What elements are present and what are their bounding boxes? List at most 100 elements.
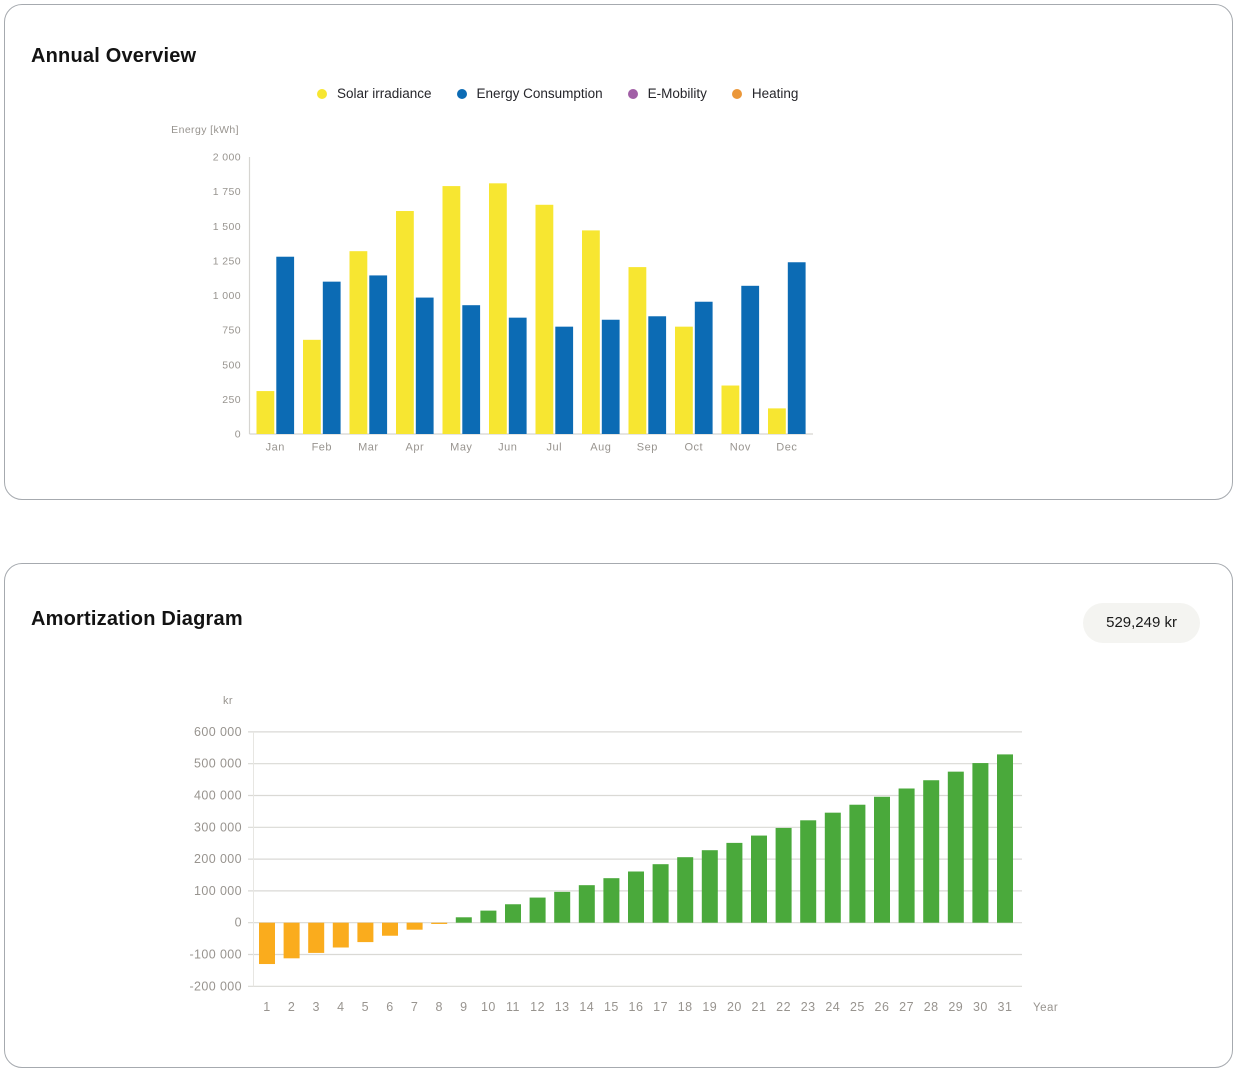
x-axis-tick-label: 29 [948,1000,963,1014]
bar-year-5[interactable] [357,922,374,943]
legend-item-solar-irradiance[interactable]: Solar irradiance [317,86,432,101]
bar-year-18[interactable] [677,857,694,923]
y-axis-title: kr [223,695,233,707]
x-axis-tick-label: Jan [266,442,285,454]
bar-year-7[interactable] [406,922,423,930]
bar-solar-apr[interactable] [396,211,414,434]
bar-consumption-dec[interactable] [787,262,806,434]
x-axis-tick-label: Jun [498,442,517,454]
bar-year-2[interactable] [283,922,300,959]
heating-dot-icon [731,88,742,99]
y-axis-title: Energy [kWh] [171,124,239,136]
bar-year-26[interactable] [874,796,890,923]
amortization-title: Amortization Diagram [31,608,243,630]
bar-year-29[interactable] [947,771,964,923]
bar-year-9[interactable] [455,917,472,923]
bar-year-25[interactable] [849,804,866,923]
bar-solar-jan[interactable] [256,391,275,434]
x-axis-tick-label: 16 [629,1000,644,1014]
amortization-card: Amortization Diagram 529,249 kr kr -200 0… [4,563,1233,1068]
bar-consumption-jan[interactable] [276,256,295,434]
legend-label-solar-irradiance: Solar irradiance [337,86,432,101]
bar-year-11[interactable] [505,904,521,923]
bar-year-4[interactable] [332,922,349,948]
bar-consumption-feb[interactable] [322,281,341,434]
axis-tick-label: 1 000 [213,290,241,302]
bar-year-13[interactable] [554,891,571,923]
x-axis-tick-label: 27 [899,1000,914,1014]
bar-year-6[interactable] [382,922,398,936]
annual-overview-chart: Energy [kWh] 0 250 500 750 1 000 1 250 1 500 1 7… [171,124,813,454]
bar-solar-sep[interactable] [628,267,647,434]
bar-consumption-apr[interactable] [415,297,434,434]
annual-overview-title: Annual Overview [31,45,197,67]
axis-tick-label: 500 [222,359,241,371]
bar-year-12[interactable] [529,897,546,923]
axis-tick-label: 1 250 [213,255,241,267]
legend-item-energy-consumption[interactable]: Energy Consumption [456,86,603,101]
bar-consumption-mar[interactable] [369,275,388,434]
x-axis-tick-label: 24 [825,1000,840,1014]
bar-year-20[interactable] [726,842,743,923]
bar-consumption-jun[interactable] [508,317,527,434]
bar-year-22[interactable] [775,827,792,923]
legend-item-heating[interactable]: Heating [731,86,798,101]
bar-consumption-sep[interactable] [648,316,667,434]
bar-solar-oct[interactable] [675,326,693,434]
bar-consumption-oct[interactable] [694,301,713,434]
x-axis-tick-label: Oct [684,442,703,454]
bar-consumption-may[interactable] [462,305,481,434]
bar-year-15[interactable] [603,878,620,923]
bar-year-30[interactable] [972,763,989,923]
x-axis-tick-label: 5 [362,1000,369,1014]
bar-consumption-nov[interactable] [741,285,760,434]
bar-year-23[interactable] [800,820,817,923]
legend-item-e-mobility[interactable]: E-Mobility [627,86,707,101]
bar-solar-jul[interactable] [535,204,554,434]
bar-solar-feb[interactable] [303,339,321,434]
bar-consumption-aug[interactable] [601,319,620,434]
bar-year-17[interactable] [652,864,669,923]
annual-overview-card: Annual Overview Solar irradiance Energy … [4,4,1233,500]
axis-tick-label: 400 000 [194,789,242,803]
energy-consumption-dot-icon [456,88,467,99]
bar-solar-aug[interactable] [582,230,600,434]
x-axis-tick-label: 18 [678,1000,693,1014]
bar-solar-jun[interactable] [489,183,507,434]
bar-year-3[interactable] [308,922,325,953]
axis-tick-label: 0 [235,916,242,930]
x-axis-tick-label: 1 [263,1000,270,1014]
bar-consumption-jul[interactable] [555,326,574,434]
axis-tick-label: 500 000 [194,757,242,771]
bar-year-24[interactable] [824,812,841,923]
x-axis-tick-label: 10 [481,1000,496,1014]
total-amount-badge: 529,249 kr [1083,603,1200,643]
x-axis-tick-label: 28 [924,1000,939,1014]
axis-tick-label: 300 000 [194,820,242,834]
bar-year-14[interactable] [578,885,595,923]
axis-tick-label: 0 [235,429,241,441]
bar-year-21[interactable] [751,835,767,923]
x-axis-tick-label: 4 [337,1000,344,1014]
x-axis-tick-label: 23 [801,1000,816,1014]
x-axis-tick-label: Dec [776,442,797,454]
bar-year-16[interactable] [628,871,644,923]
bar-year-1[interactable] [259,922,275,965]
bar-solar-nov[interactable] [721,385,740,434]
bar-year-19[interactable] [701,850,718,923]
bar-year-31[interactable] [997,754,1013,923]
x-axis-tick-label: May [450,442,472,454]
bar-year-27[interactable] [898,788,915,923]
x-axis-tick-label: 12 [530,1000,545,1014]
x-axis-tick-label: 31 [998,1000,1013,1014]
bar-solar-may[interactable] [442,186,461,434]
axis-tick-label: 250 [222,394,241,406]
bar-year-10[interactable] [480,910,497,923]
bar-solar-mar[interactable] [349,251,368,434]
bar-year-28[interactable] [923,780,940,923]
bar-solar-dec[interactable] [768,408,786,434]
bar-year-8[interactable] [431,922,448,924]
axis-tick-label: 2 000 [213,152,241,164]
x-axis-tick-label: 25 [850,1000,865,1014]
